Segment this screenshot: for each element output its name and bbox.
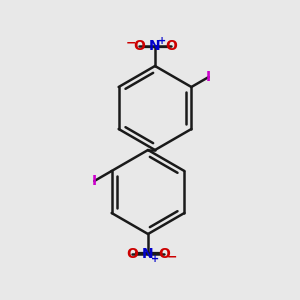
Text: I: I	[206, 70, 211, 84]
Text: O: O	[158, 247, 170, 261]
Text: O: O	[133, 39, 145, 53]
Text: O: O	[126, 247, 138, 261]
Text: −: −	[126, 37, 136, 50]
Text: −: −	[167, 250, 177, 263]
Text: I: I	[92, 174, 97, 188]
Text: N: N	[142, 247, 154, 261]
Text: +: +	[151, 254, 159, 264]
Text: +: +	[158, 36, 166, 46]
Text: O: O	[165, 39, 177, 53]
Text: N: N	[149, 39, 161, 53]
